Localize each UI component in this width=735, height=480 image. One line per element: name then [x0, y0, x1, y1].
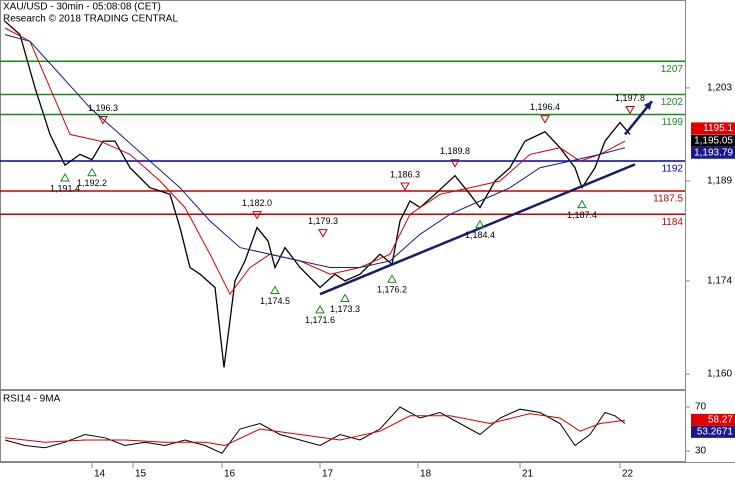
rsi-tick-label: 30 — [695, 446, 707, 457]
low-marker — [60, 173, 70, 182]
low-marker — [577, 199, 587, 209]
level-label: 1192 — [661, 164, 683, 175]
high-marker — [625, 105, 635, 115]
low-marker — [475, 219, 485, 229]
x-tick-label: 16 — [224, 469, 236, 480]
low-marker — [340, 293, 350, 303]
high-marker — [252, 211, 262, 220]
annotation-label: 1,191.4 — [50, 183, 80, 193]
x-tick-label: 17 — [322, 469, 334, 480]
price-panel — [0, 0, 686, 390]
level-label: 1202 — [661, 97, 684, 108]
price-tag-label: 1,193.79 — [694, 147, 733, 158]
x-tick-label: 15 — [135, 469, 147, 480]
rsi-tag-label: 53.2671 — [697, 427, 734, 438]
annotation-label: 1,173.3 — [330, 304, 360, 314]
annotation-label: 1,184.4 — [465, 230, 495, 240]
y-tick-label: 1,160 — [707, 369, 732, 380]
annotation-label: 1,176.2 — [377, 285, 407, 295]
y-tick-label: 1,203 — [707, 82, 732, 93]
low-marker — [87, 167, 97, 177]
rsi-average — [4, 413, 626, 447]
high-marker — [540, 115, 550, 124]
rsi-tag — [691, 425, 735, 438]
rsi-title: RSI14 - 9MA — [3, 394, 61, 405]
annotation-label: 1,179.3 — [308, 216, 338, 226]
price-tag-label: 1,195.05 — [694, 135, 733, 146]
annotation-label: 1,192.2 — [77, 178, 107, 188]
low-marker — [387, 274, 397, 283]
arrow-head — [643, 101, 652, 110]
annotation-label: 1,186.3 — [390, 169, 420, 179]
high-marker — [450, 159, 460, 168]
price-line — [4, 20, 631, 368]
trendline — [319, 163, 636, 296]
price-tag — [691, 146, 735, 159]
x-tick-label: 18 — [420, 469, 432, 480]
level-label: 1207 — [661, 64, 684, 75]
annotation-label: 1,174.5 — [260, 296, 290, 306]
annotation-label: 1,171.6 — [305, 315, 335, 325]
high-marker — [98, 115, 108, 125]
high-marker — [318, 229, 328, 238]
annotation-label: 1,197.8 — [615, 93, 645, 103]
level-label: 1187.5 — [653, 194, 683, 205]
rsi-tag — [691, 413, 735, 426]
chart-title: XAU/USD - 30min - 05:08:08 (CET) — [3, 2, 161, 13]
y-tick-label: 1,189 — [707, 176, 732, 187]
low-marker — [315, 304, 325, 314]
x-tick-label: 14 — [94, 469, 106, 480]
annotation-label: 1,187.4 — [567, 210, 597, 220]
high-marker — [400, 182, 410, 192]
level-label: 1199 — [661, 117, 683, 128]
price-tag — [691, 134, 735, 147]
annotation-label: 1,196.3 — [88, 103, 118, 113]
chart-subtitle: Research © 2018 TRADING CENTRAL — [3, 14, 178, 25]
annotation-label: 1,189.8 — [440, 146, 470, 156]
rsi-tag-label: 58.27 — [708, 415, 733, 426]
x-tick-label: 22 — [622, 469, 634, 480]
x-tick-label: 21 — [522, 469, 534, 480]
low-marker — [270, 285, 280, 295]
price-tag-label: 1195.1 — [703, 123, 733, 134]
moving-average — [4, 34, 626, 268]
rsi-line — [4, 406, 626, 454]
annotation-label: 1,196.4 — [530, 102, 560, 112]
level-label: 1184 — [661, 217, 683, 228]
rsi-panel — [0, 390, 686, 462]
rsi-tick-label: 70 — [695, 402, 707, 413]
annotation-label: 1,182.0 — [242, 198, 272, 208]
y-tick-label: 1,174 — [707, 275, 732, 286]
price-tag — [691, 122, 735, 135]
